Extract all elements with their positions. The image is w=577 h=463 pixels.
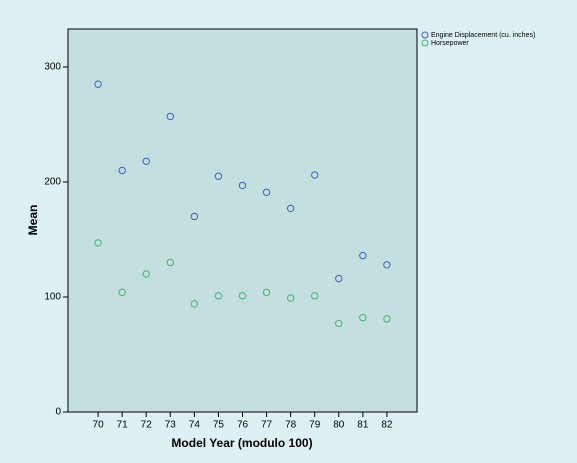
x-tick-label: 80 — [333, 420, 345, 431]
y-tick-label: 200 — [44, 177, 61, 188]
x-tick-label: 75 — [213, 420, 225, 431]
point — [190, 300, 199, 308]
point — [383, 261, 391, 269]
point — [359, 251, 367, 260]
y-tick-label: 300 — [44, 62, 61, 73]
x-tick-label: 81 — [357, 420, 369, 431]
x-tick-label: 78 — [285, 420, 297, 431]
point — [190, 212, 199, 221]
point — [311, 171, 319, 179]
x-tick-label: 72 — [141, 420, 153, 431]
x-tick-label: 79 — [309, 420, 321, 431]
point — [359, 313, 367, 322]
point — [238, 181, 247, 190]
point — [335, 319, 343, 328]
x-axis-title: Model Year (modulo 100) — [171, 436, 312, 450]
point — [214, 172, 223, 180]
legend-marker — [421, 39, 429, 47]
y-tick-label: 100 — [44, 292, 61, 303]
point — [262, 188, 271, 197]
point — [118, 288, 126, 297]
point — [335, 274, 343, 283]
legend-label: Engine Displacement (cu. inches) — [431, 32, 535, 39]
point — [94, 239, 102, 247]
x-tick-label: 82 — [381, 420, 393, 431]
point — [311, 292, 319, 300]
y-tick-label: 0 — [55, 407, 61, 418]
x-tick-label: 73 — [165, 420, 177, 431]
x-tick-label: 74 — [189, 420, 201, 431]
point — [262, 288, 271, 297]
point — [166, 258, 174, 267]
point — [238, 292, 247, 300]
point — [286, 294, 295, 302]
point — [383, 315, 391, 323]
point — [142, 270, 150, 278]
point — [166, 112, 174, 121]
point — [286, 204, 295, 213]
x-tick-label: 71 — [117, 420, 129, 431]
x-tick-label: 77 — [261, 420, 273, 431]
legend-label: Horsepower — [431, 40, 469, 47]
y-axis-title: Mean — [26, 205, 40, 236]
point — [142, 157, 150, 165]
point — [94, 80, 102, 88]
point — [118, 166, 126, 175]
x-tick-label: 70 — [93, 420, 105, 431]
x-tick-label: 76 — [237, 420, 249, 431]
legend-marker — [421, 31, 429, 39]
point — [214, 292, 223, 300]
plot-area — [67, 28, 418, 413]
